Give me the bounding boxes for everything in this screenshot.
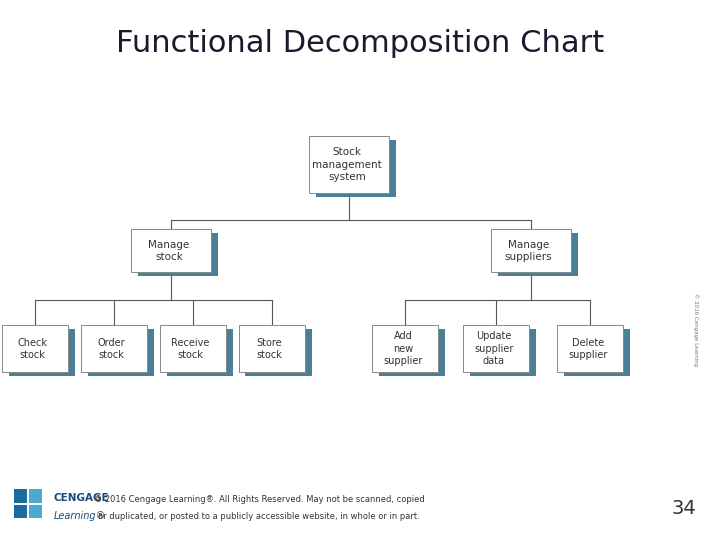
Bar xyxy=(557,325,624,372)
Text: Learning®: Learning® xyxy=(54,511,107,522)
Bar xyxy=(9,329,75,376)
Bar xyxy=(246,329,312,376)
Bar xyxy=(1,325,68,372)
Bar xyxy=(138,233,218,276)
Bar xyxy=(81,325,147,372)
Bar xyxy=(463,325,529,372)
Bar xyxy=(14,504,27,518)
Bar xyxy=(469,329,536,376)
Text: Delete
supplier: Delete supplier xyxy=(568,338,608,360)
Text: © 2016 Cengage Learning: © 2016 Cengage Learning xyxy=(693,293,698,366)
Text: or duplicated, or posted to a publicly accessible website, in whole or in part.: or duplicated, or posted to a publicly a… xyxy=(99,512,420,521)
Text: Manage
suppliers: Manage suppliers xyxy=(505,240,552,262)
Bar xyxy=(29,504,42,518)
Bar xyxy=(316,140,396,197)
Bar xyxy=(238,325,305,372)
Text: CENGAGE: CENGAGE xyxy=(54,493,109,503)
Bar xyxy=(131,230,211,272)
Text: Stock
management
system: Stock management system xyxy=(312,147,382,182)
Bar xyxy=(166,329,233,376)
Text: Store
stock: Store stock xyxy=(256,338,282,360)
Bar xyxy=(372,325,438,372)
Text: Add
new
supplier: Add new supplier xyxy=(383,332,423,366)
Bar xyxy=(498,233,578,276)
Text: Update
supplier
data: Update supplier data xyxy=(474,332,513,366)
Bar xyxy=(14,489,27,503)
Text: Functional Decomposition Chart: Functional Decomposition Chart xyxy=(116,29,604,58)
Bar xyxy=(490,230,571,272)
Text: © 2016 Cengage Learning®. All Rights Reserved. May not be scanned, copied: © 2016 Cengage Learning®. All Rights Res… xyxy=(94,495,425,504)
Bar xyxy=(564,329,630,376)
Bar xyxy=(309,136,390,193)
Bar xyxy=(160,325,226,372)
Bar xyxy=(379,329,445,376)
Text: Check
stock: Check stock xyxy=(18,338,48,360)
Text: Manage
stock: Manage stock xyxy=(148,240,189,262)
Text: Receive
stock: Receive stock xyxy=(171,338,210,360)
Text: 34: 34 xyxy=(672,500,696,518)
Bar xyxy=(29,489,42,503)
Text: Order
stock: Order stock xyxy=(98,338,125,360)
Bar xyxy=(88,329,154,376)
